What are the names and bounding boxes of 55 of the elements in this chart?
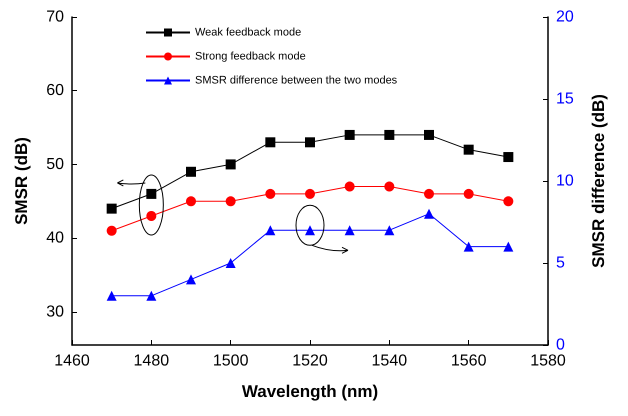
y-tick-label: 60 bbox=[46, 82, 64, 100]
point bbox=[464, 242, 474, 252]
y2-tick-label: 15 bbox=[556, 90, 574, 108]
y2-axis-title: SMSR difference (dB) bbox=[589, 94, 608, 268]
point bbox=[384, 225, 394, 236]
y-axis-title: SMSR (dB) bbox=[12, 137, 31, 225]
point bbox=[464, 188, 474, 199]
point bbox=[265, 188, 276, 199]
y-tick-label: 30 bbox=[46, 303, 64, 320]
point bbox=[146, 290, 156, 301]
x-tick-label: 1580 bbox=[530, 352, 566, 370]
point bbox=[265, 225, 276, 236]
point bbox=[305, 137, 315, 148]
y2-tick-label: 0 bbox=[556, 336, 565, 354]
x-axis-title: Wavelength (nm) bbox=[242, 382, 378, 401]
legend-label: Strong feedback mode bbox=[195, 50, 306, 62]
y2-tick-label: 5 bbox=[556, 254, 565, 272]
point bbox=[384, 182, 394, 192]
point bbox=[464, 144, 474, 155]
point bbox=[503, 196, 514, 206]
point bbox=[186, 196, 196, 206]
y-tick-label: 50 bbox=[46, 156, 64, 173]
point bbox=[305, 188, 315, 199]
y-tick-label: 40 bbox=[46, 230, 64, 247]
point bbox=[226, 159, 236, 170]
point bbox=[226, 196, 236, 206]
y-tick-label: 70 bbox=[46, 8, 64, 26]
point bbox=[344, 130, 355, 140]
point bbox=[106, 226, 117, 236]
x-tick-label: 1460 bbox=[54, 352, 90, 370]
point bbox=[344, 225, 355, 236]
point bbox=[265, 137, 276, 148]
point bbox=[186, 274, 196, 284]
x-tick-label: 1480 bbox=[134, 352, 170, 370]
point bbox=[503, 152, 514, 162]
point bbox=[384, 130, 394, 140]
x-tick-label: 1500 bbox=[212, 352, 249, 370]
point bbox=[186, 166, 196, 177]
legend-label: SMSR difference between the two modes bbox=[195, 74, 398, 86]
point bbox=[106, 204, 117, 214]
point bbox=[344, 182, 355, 192]
point bbox=[424, 188, 434, 199]
y2-tick-label: 10 bbox=[556, 172, 574, 190]
point bbox=[146, 211, 156, 222]
x-tick-label: 1520 bbox=[292, 352, 328, 370]
point bbox=[106, 290, 117, 301]
point bbox=[424, 208, 434, 219]
x-tick-label: 1540 bbox=[372, 352, 408, 370]
point bbox=[146, 188, 156, 199]
point bbox=[226, 258, 236, 268]
point bbox=[424, 130, 434, 140]
point bbox=[503, 242, 514, 252]
legend-label: Weak feedback mode bbox=[195, 26, 302, 38]
x-tick-label: 1560 bbox=[450, 352, 487, 370]
y2-tick-label: 20 bbox=[556, 8, 574, 26]
